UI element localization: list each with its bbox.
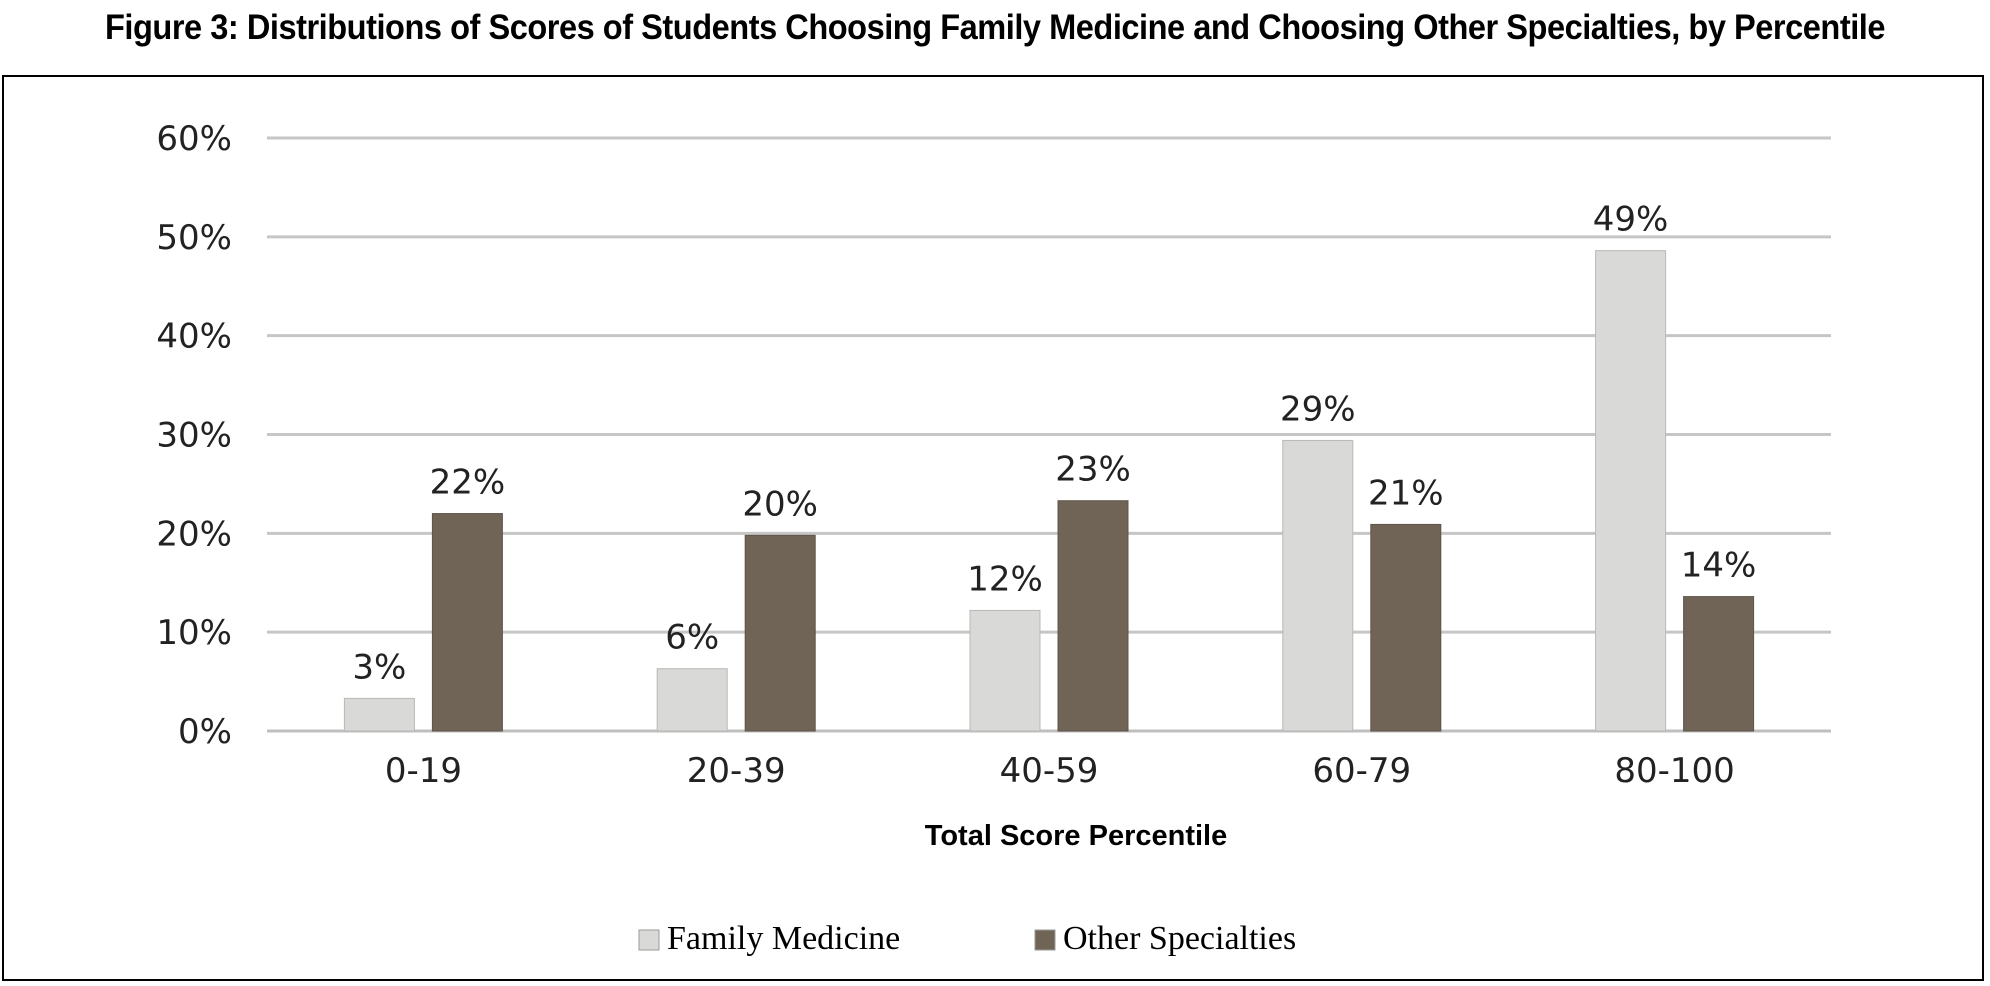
bar-family-medicine-40-59 bbox=[969, 609, 1041, 732]
data-labels: 3% 22% 6% 20% 12% 23% 29% 21% 49% 14% bbox=[352, 200, 1756, 688]
y-tick-label: 20% bbox=[156, 514, 232, 554]
bar-chart: 0% 10% 20% 30% 40% 50% 60% 3% 22% 6% 20% 12% 23% 29%… bbox=[156, 119, 1831, 957]
data-label-other-specialties-20-39: 20% bbox=[742, 484, 818, 524]
bar-family-medicine-80-100 bbox=[1595, 250, 1667, 732]
bar-other-specialties-80-100 bbox=[1683, 596, 1755, 732]
bar-other-specialties-20-39 bbox=[744, 534, 816, 732]
data-label-family-medicine-60-79: 29% bbox=[1280, 389, 1356, 429]
gridlines bbox=[267, 136, 1831, 733]
legend-label-family-medicine: Family Medicine bbox=[667, 920, 900, 957]
y-tick-label: 10% bbox=[156, 613, 232, 653]
data-label-other-specialties-60-79: 21% bbox=[1368, 473, 1444, 513]
data-label-family-medicine-20-39: 6% bbox=[665, 618, 719, 658]
data-label-other-specialties-0-19: 22% bbox=[430, 463, 506, 503]
bar-family-medicine-60-79 bbox=[1282, 439, 1354, 732]
legend-label-other-specialties: Other Specialties bbox=[1063, 920, 1296, 957]
y-axis-ticks: 0% 10% 20% 30% 40% 50% 60% bbox=[156, 119, 232, 752]
y-tick-label: 50% bbox=[156, 218, 232, 258]
legend-swatch-other-specialties bbox=[1034, 929, 1056, 951]
y-tick-label: 0% bbox=[178, 712, 232, 752]
data-label-family-medicine-0-19: 3% bbox=[352, 647, 406, 687]
x-axis-ticks: 0-19 20-39 40-59 60-79 80-100 bbox=[385, 751, 1735, 791]
bar-other-specialties-40-59 bbox=[1057, 500, 1129, 732]
x-tick-label-60-79: 60-79 bbox=[1312, 751, 1411, 791]
x-tick-label-0-19: 0-19 bbox=[385, 751, 462, 791]
x-tick-label-80-100: 80-100 bbox=[1614, 751, 1734, 791]
data-label-family-medicine-40-59: 12% bbox=[967, 559, 1043, 599]
figure-title: Figure 3: Distributions of Scores of Stu… bbox=[104, 8, 1885, 47]
y-tick-label: 60% bbox=[156, 119, 232, 159]
data-label-family-medicine-80-100: 49% bbox=[1593, 200, 1669, 240]
bar-family-medicine-0-19 bbox=[343, 697, 415, 732]
data-label-other-specialties-40-59: 23% bbox=[1055, 450, 1131, 490]
bar-other-specialties-0-19 bbox=[431, 513, 503, 732]
x-axis-title: Total Score Percentile bbox=[925, 820, 1227, 852]
y-tick-label: 40% bbox=[156, 317, 232, 357]
legend-swatch-family-medicine bbox=[638, 929, 660, 951]
bar-family-medicine-20-39 bbox=[656, 668, 728, 732]
data-label-other-specialties-80-100: 14% bbox=[1681, 546, 1757, 586]
bar-other-specialties-60-79 bbox=[1370, 523, 1442, 732]
y-tick-label: 30% bbox=[156, 416, 232, 456]
x-tick-label-40-59: 40-59 bbox=[1000, 751, 1099, 791]
bars bbox=[343, 250, 1755, 732]
legend: Family Medicine Other Specialties bbox=[638, 920, 1296, 957]
chart-frame: 0% 10% 20% 30% 40% 50% 60% 3% 22% 6% 20% 12% 23% 29%… bbox=[2, 75, 1984, 981]
x-tick-label-20-39: 20-39 bbox=[687, 751, 786, 791]
